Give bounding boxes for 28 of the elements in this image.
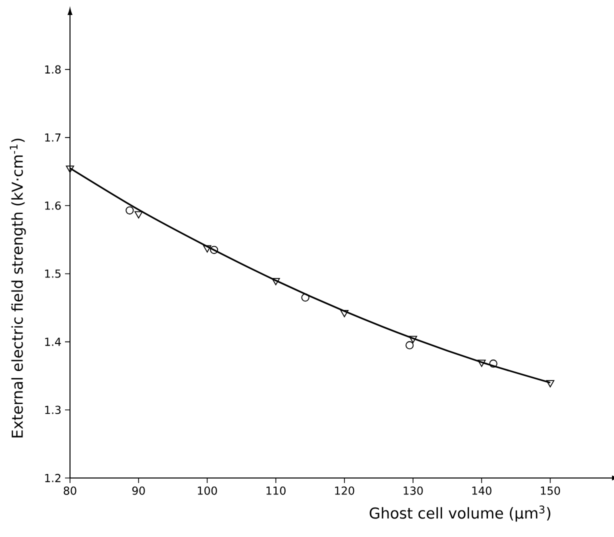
x-tick-label: 150	[540, 486, 560, 495]
point	[134, 211, 143, 218]
x-tick-label: 140	[472, 486, 492, 495]
point	[203, 245, 212, 252]
point	[272, 278, 280, 286]
point	[301, 294, 310, 302]
y-tick-label: 1.8	[45, 65, 61, 74]
point	[340, 310, 349, 318]
point	[210, 246, 218, 254]
x-tick-label: 110	[266, 486, 286, 495]
x-tick-label: 120	[335, 486, 354, 495]
point	[546, 380, 554, 388]
y-tick-label: 1.3	[45, 406, 61, 414]
x-tick-label: 90	[132, 486, 145, 495]
point	[126, 206, 134, 214]
x-tick-label: 130	[404, 486, 423, 495]
point	[489, 360, 498, 368]
x-tick-label: 100	[198, 486, 217, 495]
y-tick-label: 1.5	[45, 270, 61, 278]
x-tick-label: 80	[64, 486, 76, 495]
y-tick-label: 1.7	[45, 134, 61, 142]
point	[478, 360, 486, 367]
y-tick-label: 1.2	[45, 474, 60, 482]
y-tick-label: 1.4	[45, 338, 61, 346]
x-axis-title: Ghost cell volume (µm$^{3}$)	[370, 506, 550, 522]
y-axis-title: External electric field strength (kV·cm$^{-1}$)	[10, 138, 26, 438]
y-tick-label: 1.6	[45, 201, 61, 210]
point	[66, 166, 74, 173]
